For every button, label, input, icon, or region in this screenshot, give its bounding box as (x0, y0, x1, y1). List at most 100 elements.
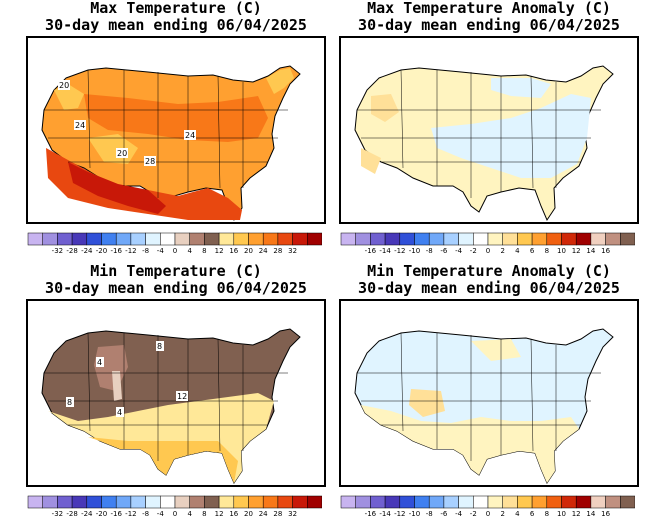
colorbar-labels: -16 -14 -12 -10 -8 -6 -4 -2 0 2 4 6 8 10 12 14 16 (339, 247, 639, 257)
colorbar-swatch (605, 495, 621, 509)
colorbar-swatch (384, 495, 401, 509)
colorbar-swatch (233, 495, 249, 509)
contour-label: 4 (117, 408, 122, 417)
colorbar-swatch (204, 232, 220, 246)
panel-title: Min Temperature Anomaly (C) (367, 262, 611, 280)
colorbar (339, 495, 635, 509)
colorbar-swatch (233, 232, 249, 246)
colorbar (26, 495, 322, 509)
colorbar-tick-label: -4 (156, 247, 164, 255)
warm-region (84, 94, 268, 142)
colorbar-swatch (57, 232, 73, 246)
colorbar-tick-label: 16 (229, 510, 239, 518)
colorbar-swatch (189, 232, 205, 246)
colorbar-tick-label: -16 (364, 247, 377, 255)
colorbar (339, 232, 635, 246)
colorbar-swatch (370, 232, 386, 246)
colorbar-swatch (57, 495, 73, 509)
colorbar-swatch (531, 495, 548, 509)
colorbar-swatch (605, 232, 621, 246)
colorbar-tick-label: -28 (66, 510, 78, 518)
colorbar-swatch (473, 495, 489, 509)
colorbar-swatch (590, 495, 606, 509)
colorbar-swatch (561, 495, 577, 509)
colorbar-tick-label: 8 (202, 510, 207, 518)
colorbar-swatch (517, 495, 533, 509)
colorbar-tick-label: 4 (515, 247, 520, 255)
colorbar-tick-label: 8 (544, 510, 550, 518)
colorbar-tick-label: -32 (51, 247, 64, 255)
colorbar-swatch (174, 232, 190, 246)
colorbar-tick-label: -12 (394, 510, 406, 518)
colorbar-tick-label: 6 (529, 247, 535, 255)
colorbar-swatch (561, 232, 577, 246)
hot-region (46, 148, 242, 220)
colorbar-swatch (414, 495, 430, 509)
colorbar-swatch (71, 232, 88, 246)
temperature-map: 20 24 20 24 28 (26, 36, 326, 224)
colorbar-tick-label: 8 (544, 247, 550, 255)
colorbar-swatch (487, 232, 503, 246)
warm-anomaly-north (471, 339, 521, 361)
colorbar-tick-label: 20 (244, 247, 253, 255)
colorbar (26, 232, 322, 246)
colorbar-tick-label: 16 (601, 247, 611, 255)
colorbar-tick-label: 4 (187, 510, 192, 518)
colorbar-swatch (86, 232, 102, 246)
colorbar-swatch (145, 232, 161, 246)
state-borders (44, 332, 288, 461)
colorbar-swatch (27, 495, 43, 509)
colorbar-swatch (355, 495, 371, 509)
colorbar-tick-label: -20 (95, 510, 108, 518)
colorbar-tick-label: -4 (156, 510, 164, 518)
colorbar-tick-label: -2 (469, 510, 477, 518)
colorbar-swatch (42, 495, 58, 509)
contour-label: 24 (75, 121, 85, 130)
colorbar-tick-label: -4 (455, 510, 463, 518)
max-temperature-panel: Max Temperature (C) 30-day mean ending 0… (26, 0, 326, 258)
colorbar-tick-label: 32 (288, 510, 298, 518)
contour-label: 4 (97, 358, 102, 367)
colorbar-tick-label: 4 (187, 247, 192, 255)
colorbar-tick-label: -14 (379, 510, 391, 518)
colorbar-swatch (71, 495, 88, 509)
contour-label: 20 (117, 149, 127, 158)
warm-anomaly-southwest (361, 148, 381, 174)
colorbar-swatch (620, 232, 635, 246)
colorbar-tick-label: 2 (500, 510, 505, 518)
colorbar-swatch (189, 495, 205, 509)
panel-title: Max Temperature Anomaly (C) (367, 0, 611, 17)
colorbar-swatch (458, 495, 474, 509)
cool-anomaly-north (491, 78, 551, 98)
colorbar-tick-label: 16 (601, 510, 611, 518)
max-temperature-anomaly-panel: Max Temperature Anomaly (C) 30-day mean … (339, 0, 639, 258)
colorbar-tick-label: 0 (172, 247, 178, 255)
colorbar-tick-label: -12 (125, 247, 137, 255)
colorbar-tick-label: 12 (214, 247, 224, 255)
colorbar-tick-label: 6 (529, 510, 535, 518)
colorbar-swatch (590, 232, 606, 246)
temperature-map (339, 36, 639, 224)
colorbar-swatch (101, 232, 117, 246)
colorbar-swatch (502, 495, 518, 509)
panel-title: Max Temperature (C) (90, 0, 262, 17)
colorbar-swatch (502, 232, 518, 246)
colorbar-swatch (160, 232, 176, 246)
colorbar-swatch (174, 495, 190, 509)
colorbar-swatch (340, 495, 356, 509)
colorbar-tick-label: 24 (258, 247, 268, 255)
contour-label: 12 (177, 392, 187, 401)
colorbar-swatch (355, 232, 371, 246)
colorbar-tick-label: -24 (81, 510, 93, 518)
colorbar-swatch (248, 232, 264, 246)
colorbar-tick-label: 2 (500, 247, 505, 255)
panel-subtitle: 30-day mean ending 06/04/2025 (358, 279, 620, 297)
panel-subtitle: 30-day mean ending 06/04/2025 (45, 16, 307, 34)
colorbar-tick-label: 28 (273, 247, 283, 255)
colorbar-swatch (160, 495, 176, 509)
colorbar-labels: -16 -14 -12 -10 -8 -6 -4 -2 0 2 4 6 8 10 12 14 16 (339, 510, 639, 520)
colorbar-tick-label: 10 (557, 510, 566, 518)
colorbar-tick-label: -20 (95, 247, 108, 255)
state-borders (357, 69, 601, 198)
colorbar-labels: -32 -28 -24 -20 -16 -12 -8 -4 0 4 8 12 16 20 24 28 32 (26, 510, 326, 520)
